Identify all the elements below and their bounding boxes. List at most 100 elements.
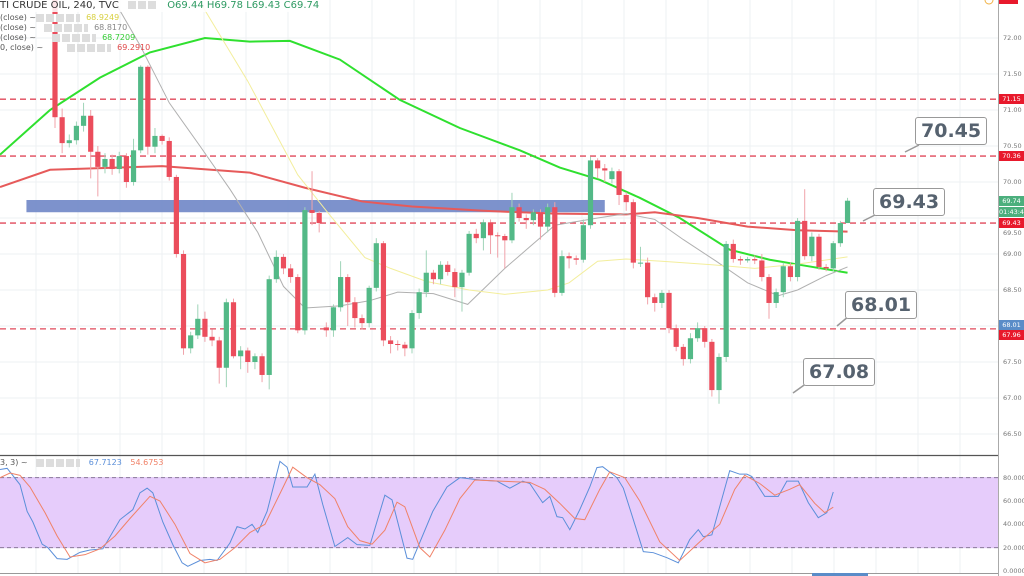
candle[interactable] xyxy=(338,261,344,312)
stoch-legend-buttons[interactable] xyxy=(36,458,81,467)
candle[interactable] xyxy=(645,257,651,305)
candle[interactable] xyxy=(423,250,429,298)
candle[interactable] xyxy=(730,239,736,263)
candle[interactable] xyxy=(130,138,137,186)
candle[interactable] xyxy=(480,219,486,251)
candle[interactable] xyxy=(566,252,572,269)
indicator-buttons[interactable] xyxy=(52,33,97,42)
candle[interactable] xyxy=(209,329,215,347)
callout-67-08[interactable]: 67.08 xyxy=(803,358,876,386)
candle[interactable] xyxy=(59,108,65,154)
candle[interactable] xyxy=(816,233,822,270)
candle[interactable] xyxy=(552,202,558,298)
candle[interactable] xyxy=(180,250,187,355)
candle[interactable] xyxy=(573,255,579,265)
candle[interactable] xyxy=(495,232,501,258)
candle[interactable] xyxy=(245,347,251,373)
candle[interactable] xyxy=(630,199,636,269)
candle[interactable] xyxy=(744,256,751,263)
candle[interactable] xyxy=(116,151,122,174)
candle[interactable] xyxy=(780,262,786,298)
symbol-title[interactable]: TI CRUDE OIL, 240, TVC xyxy=(0,0,119,11)
legend-buttons[interactable] xyxy=(128,1,158,9)
candle[interactable] xyxy=(509,192,515,244)
candle[interactable] xyxy=(716,353,722,404)
candle[interactable] xyxy=(473,228,479,244)
callout-69-43[interactable]: 69.43 xyxy=(873,188,946,216)
candle[interactable] xyxy=(673,324,679,352)
candle[interactable] xyxy=(266,275,272,390)
candle[interactable] xyxy=(316,210,322,233)
candle[interactable] xyxy=(659,290,665,308)
candle[interactable] xyxy=(230,298,237,359)
candle[interactable] xyxy=(695,322,701,342)
candle[interactable] xyxy=(595,158,601,179)
candle[interactable] xyxy=(687,333,694,364)
candle[interactable] xyxy=(238,346,244,370)
candle[interactable] xyxy=(680,344,686,366)
candle[interactable] xyxy=(587,156,594,229)
candle[interactable] xyxy=(737,256,744,265)
candle[interactable] xyxy=(787,262,794,282)
candle[interactable] xyxy=(752,255,758,265)
candle[interactable] xyxy=(345,274,351,326)
candle[interactable] xyxy=(252,353,258,370)
candle[interactable] xyxy=(409,310,415,354)
candle[interactable] xyxy=(66,134,72,148)
candle[interactable] xyxy=(452,268,458,298)
candle[interactable] xyxy=(273,250,279,283)
candle[interactable] xyxy=(502,233,508,269)
candle[interactable] xyxy=(280,254,287,275)
candle[interactable] xyxy=(723,241,729,362)
candle[interactable] xyxy=(366,285,372,328)
candle[interactable] xyxy=(580,219,586,263)
candle[interactable] xyxy=(138,65,144,154)
candle[interactable] xyxy=(773,288,779,308)
candle[interactable] xyxy=(537,209,544,240)
candle[interactable] xyxy=(352,297,358,328)
candle[interactable] xyxy=(288,264,294,283)
candle[interactable] xyxy=(844,197,851,224)
callout-68-01[interactable]: 68.01 xyxy=(845,291,918,319)
candle[interactable] xyxy=(102,153,108,174)
candle[interactable] xyxy=(295,274,301,334)
candle[interactable] xyxy=(430,269,437,285)
candle[interactable] xyxy=(759,254,765,282)
candle[interactable] xyxy=(487,219,494,254)
candle[interactable] xyxy=(794,218,801,282)
candle[interactable] xyxy=(216,336,222,384)
candle[interactable] xyxy=(223,298,229,388)
candle[interactable] xyxy=(523,214,529,229)
indicator-buttons[interactable] xyxy=(36,13,81,22)
candle[interactable] xyxy=(837,220,843,247)
candle[interactable] xyxy=(309,171,315,226)
candle[interactable] xyxy=(166,137,172,181)
candle[interactable] xyxy=(359,314,365,330)
candle[interactable] xyxy=(395,340,401,351)
candle[interactable] xyxy=(159,134,165,145)
candle[interactable] xyxy=(702,326,708,348)
candle[interactable] xyxy=(95,146,101,197)
candle[interactable] xyxy=(637,246,644,267)
indicator-buttons[interactable] xyxy=(44,23,89,32)
candle[interactable] xyxy=(445,261,451,276)
candle[interactable] xyxy=(387,336,394,354)
candle[interactable] xyxy=(602,164,608,182)
candle[interactable] xyxy=(73,121,80,145)
candle[interactable] xyxy=(766,274,772,319)
candle[interactable] xyxy=(623,192,629,211)
candle[interactable] xyxy=(330,304,337,337)
candle[interactable] xyxy=(152,128,158,154)
candle[interactable] xyxy=(809,232,815,262)
candle[interactable] xyxy=(709,338,715,397)
candle[interactable] xyxy=(516,203,522,222)
callout-70-45[interactable]: 70.45 xyxy=(915,117,988,145)
candle[interactable] xyxy=(202,311,208,342)
candle[interactable] xyxy=(123,153,129,188)
candle[interactable] xyxy=(380,241,387,347)
candle[interactable] xyxy=(609,167,615,184)
candle[interactable] xyxy=(437,261,444,285)
candle[interactable] xyxy=(402,341,408,357)
candle[interactable] xyxy=(530,209,536,226)
